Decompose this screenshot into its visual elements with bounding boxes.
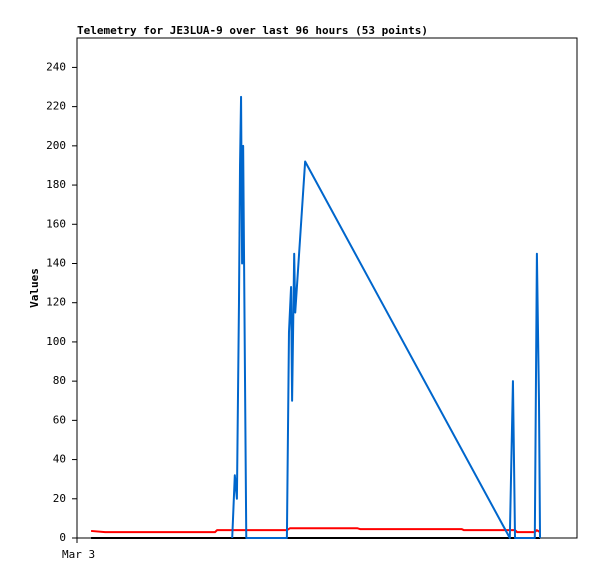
y-tick-label: 0 xyxy=(59,531,66,544)
series-line xyxy=(90,527,541,534)
y-tick-label: 220 xyxy=(46,100,66,113)
series-line xyxy=(231,95,542,539)
y-tick-label: 120 xyxy=(46,296,66,309)
y-tick-label: 100 xyxy=(46,335,66,348)
plot-frame xyxy=(76,37,578,539)
y-tick-label: 180 xyxy=(46,178,66,191)
chart-title: Telemetry for JE3LUA-9 over last 96 hour… xyxy=(77,24,428,37)
y-tick-label: 60 xyxy=(53,413,66,426)
y-tick-label: 80 xyxy=(53,374,66,387)
y-tick-label: 140 xyxy=(46,256,66,269)
y-tick-label: 20 xyxy=(53,492,66,505)
y-axis-label: Values xyxy=(28,268,41,308)
y-tick-label: 240 xyxy=(46,60,66,73)
x-tick-label: Mar 3 xyxy=(62,548,95,561)
y-tick-label: 160 xyxy=(46,217,66,230)
y-tick-label: 40 xyxy=(53,453,66,466)
y-tick-label: 200 xyxy=(46,139,66,152)
